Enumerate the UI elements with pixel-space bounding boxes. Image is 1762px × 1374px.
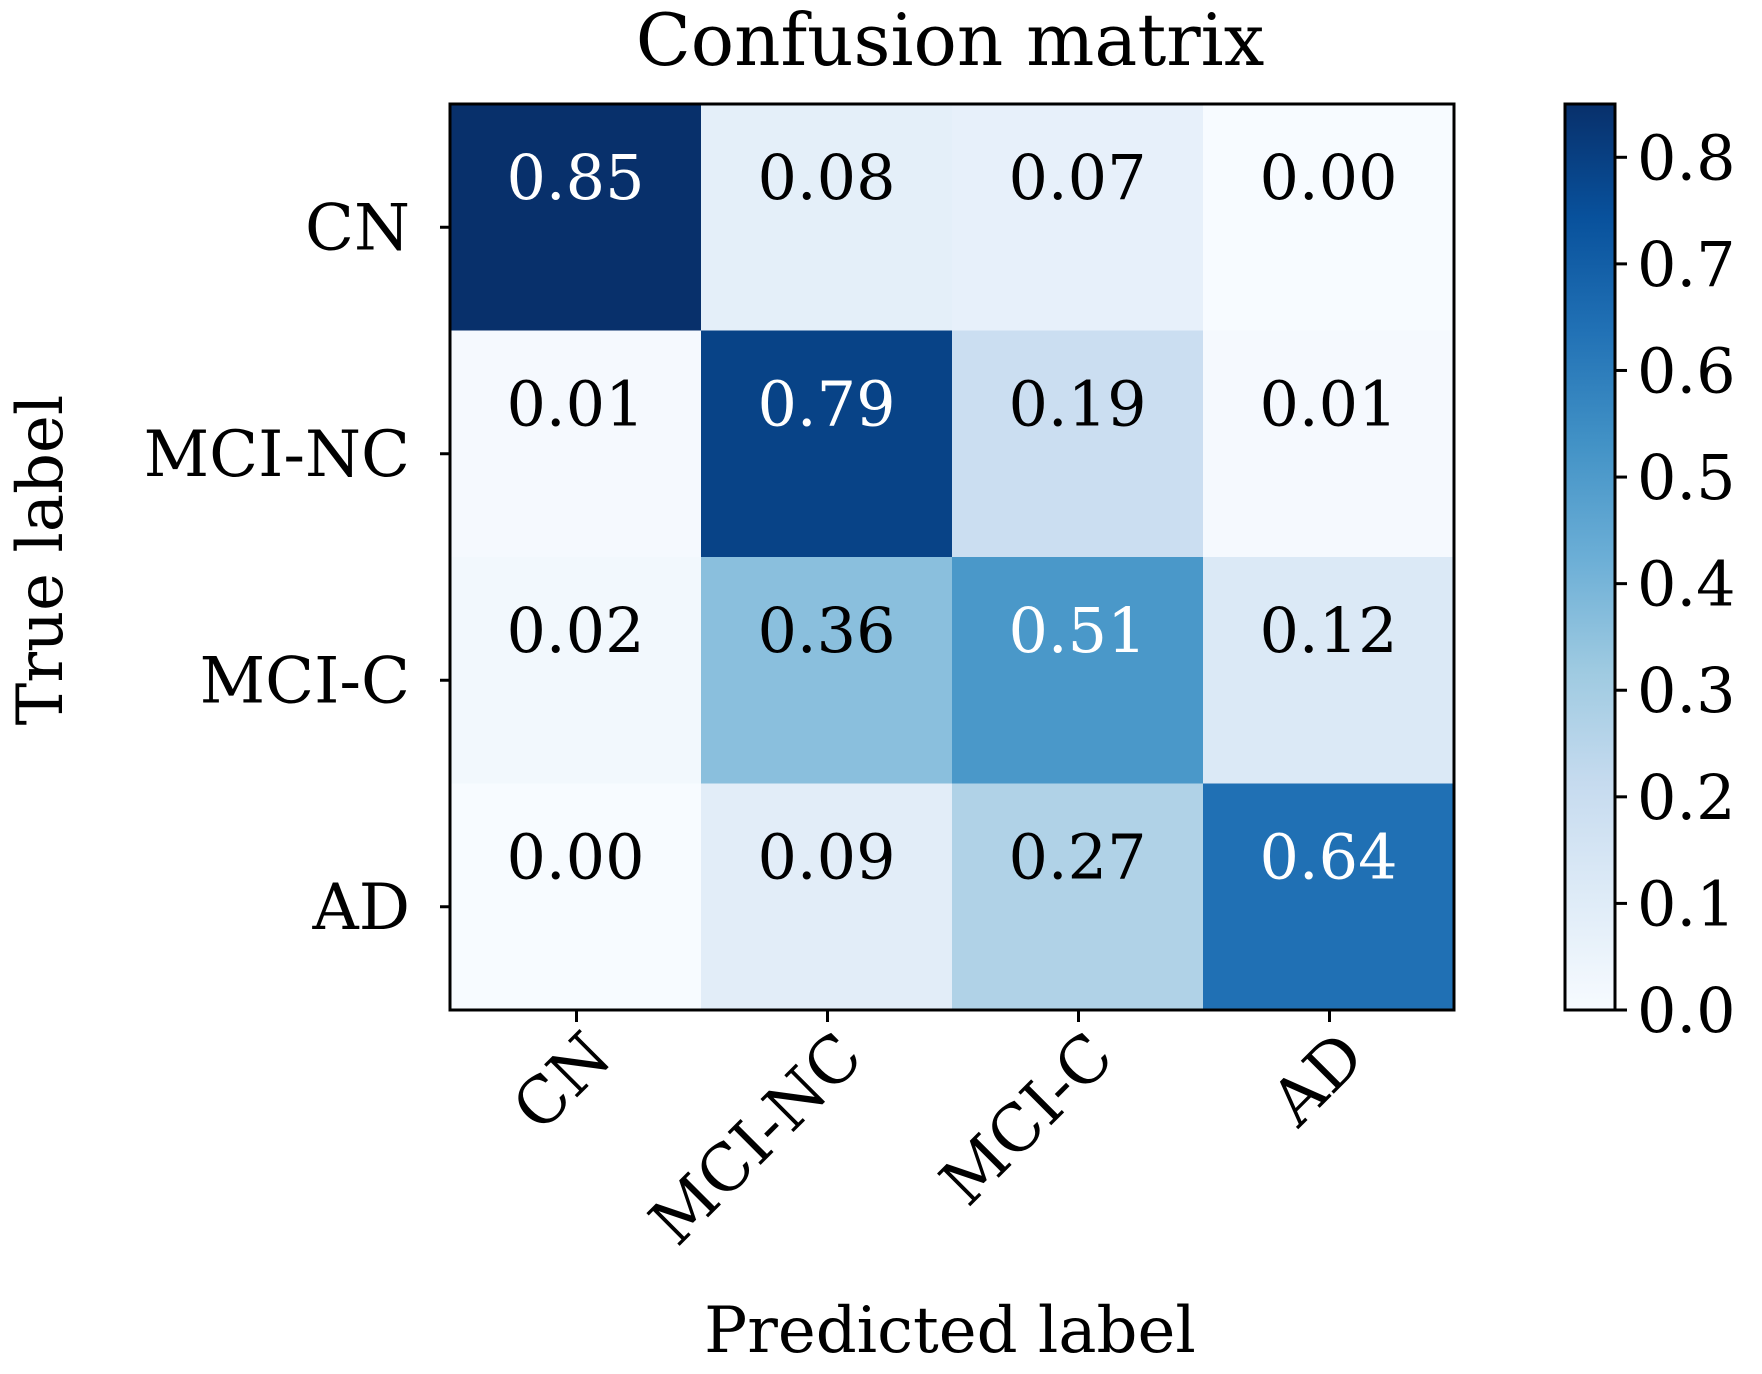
heatmap-cell (1203, 557, 1455, 784)
cell-value-label: 0.00 (506, 821, 644, 894)
heatmap-cell (701, 104, 953, 331)
y-axis-label: True label (4, 395, 78, 726)
y-tick-label: MCI-NC (144, 418, 410, 492)
cell-value-labels: 0.85 0.08 0.07 0.00 0.01 0.79 0.19 0.01 0.02 0.36… (506, 141, 1397, 894)
cell-value-label: 0.27 (1008, 821, 1146, 894)
heatmap-cell (952, 557, 1204, 784)
heatmap-cells (450, 104, 1455, 1011)
cell-value-label: 0.36 (757, 594, 895, 667)
cell-value-label: 0.19 (1008, 368, 1146, 441)
chart-title: Confusion matrix (636, 0, 1265, 82)
y-tick-label: CN (305, 191, 410, 265)
heatmap-cell (1203, 783, 1455, 1011)
cell-value-label: 0.12 (1259, 594, 1397, 667)
heatmap-cell (450, 330, 702, 558)
colorbar-tick-label: 0.8 (1637, 121, 1736, 194)
x-axis-ticks: CN MCI-NC MCI-C AD (499, 1010, 1379, 1260)
x-tick-label: CN (499, 1019, 626, 1146)
colorbar-tick-label: 0.4 (1637, 548, 1736, 621)
cell-value-label: 0.64 (1259, 821, 1397, 894)
cell-value-label: 0.79 (757, 368, 895, 441)
colorbar-tick-label: 0.3 (1637, 654, 1736, 727)
heatmap-cell (952, 104, 1204, 331)
cell-value-label: 0.01 (506, 368, 644, 441)
colorbar-tick-label: 0.0 (1637, 974, 1736, 1047)
x-tick-label: AD (1257, 1019, 1379, 1141)
plot-frame (448, 102, 1456, 1012)
colorbar-tick-label: 0.7 (1637, 228, 1736, 301)
cell-value-label: 0.00 (1259, 141, 1397, 214)
heatmap-cell (701, 783, 953, 1011)
cell-value-label: 0.07 (1008, 141, 1146, 214)
colorbar: 0.0 0.1 0.2 0.3 0.4 0.5 0.6 0.7 0.8 (1563, 102, 1736, 1047)
cell-value-label: 0.01 (1259, 368, 1397, 441)
cell-value-label: 0.85 (506, 141, 644, 214)
colorbar-tick-label: 0.5 (1637, 441, 1736, 514)
y-tick-label: MCI-C (200, 644, 410, 718)
x-tick-label: MCI-C (927, 1019, 1128, 1220)
cell-value-label: 0.08 (757, 141, 895, 214)
heatmap-cell (1203, 330, 1455, 558)
cell-value-label: 0.09 (757, 821, 895, 894)
colorbar-tick-label: 0.2 (1637, 761, 1736, 834)
heatmap-cell (701, 557, 953, 784)
heatmap-cell (952, 330, 1204, 558)
heatmap-cell (450, 104, 702, 331)
x-axis-label: Predicted label (704, 1294, 1196, 1368)
y-axis-ticks: CN MCI-NC MCI-C AD (144, 191, 450, 945)
heatmap-cell (1203, 104, 1455, 331)
heatmap-cell (952, 783, 1204, 1011)
colorbar-gradient (1563, 102, 1617, 1012)
heatmap-cell (450, 557, 702, 784)
heatmap-cell (450, 783, 702, 1011)
heatmap-cell (701, 330, 953, 558)
cell-value-label: 0.02 (506, 594, 644, 667)
x-tick-label: MCI-NC (636, 1019, 877, 1260)
colorbar-tick-label: 0.1 (1637, 867, 1736, 940)
y-tick-label: AD (311, 871, 410, 945)
colorbar-tick-label: 0.6 (1637, 334, 1736, 407)
cell-value-label: 0.51 (1008, 594, 1146, 667)
